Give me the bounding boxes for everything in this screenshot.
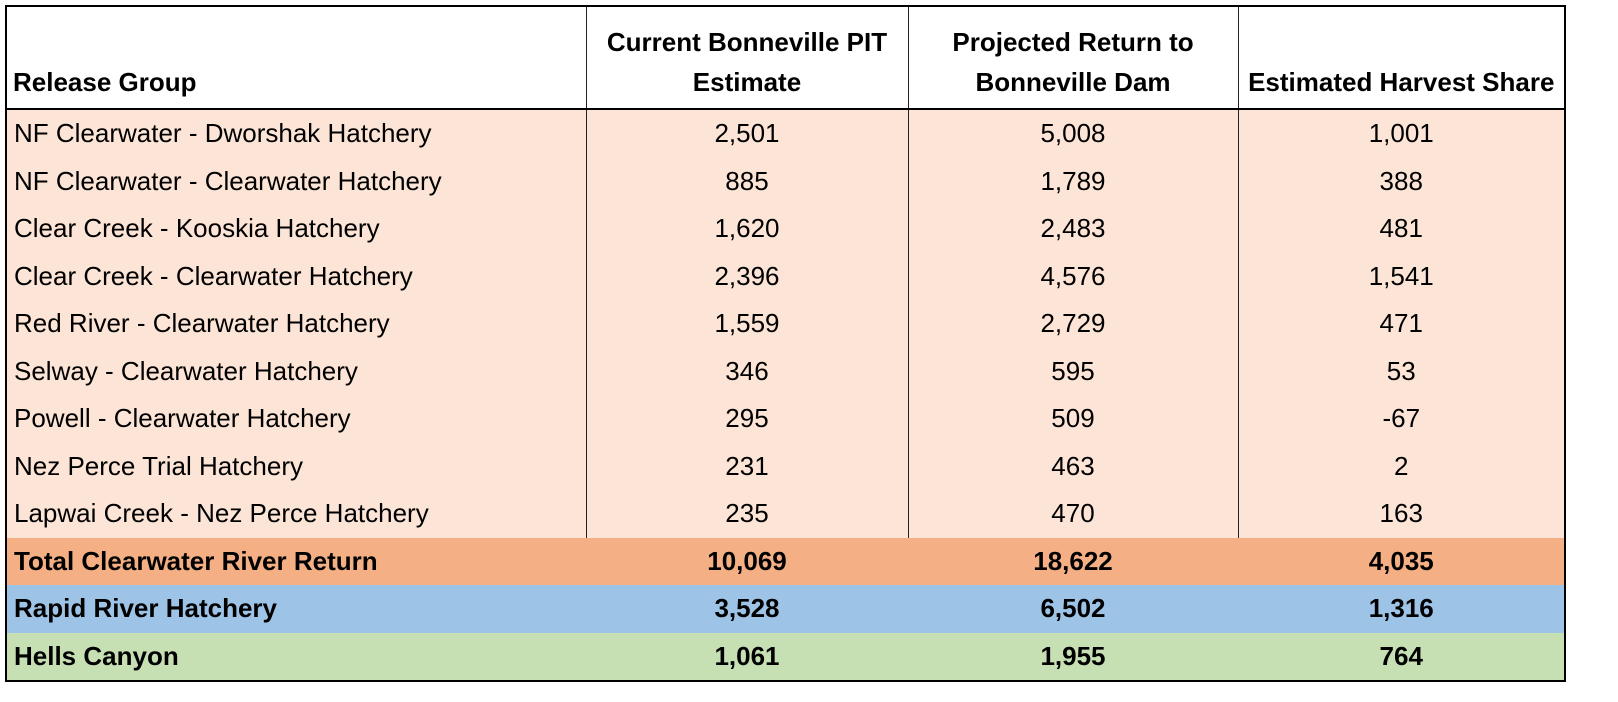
cell-harvest-share: 1,001 xyxy=(1237,109,1565,158)
cell-current-pit-estimate: 885 xyxy=(585,157,908,205)
hells-row: Hells Canyon 1,061 1,955 764 xyxy=(6,632,1565,681)
cell-projected-return: 2,729 xyxy=(907,300,1238,348)
cell-current-pit-estimate: 3,528 xyxy=(586,585,908,633)
cell-projected-return: 1,789 xyxy=(907,157,1238,205)
cell-projected-return: 18,622 xyxy=(908,537,1238,585)
table-row: NF Clearwater - Dworshak Hatchery 2,501 5,… xyxy=(6,109,1565,158)
cell-release-group: Nez Perce Trial Hatchery xyxy=(6,442,586,490)
cell-current-pit-estimate: 346 xyxy=(585,347,908,395)
cell-release-group: Lapwai Creek - Nez Perce Hatchery xyxy=(6,490,586,538)
total-row: Total Clearwater River Return 10,069 18,62… xyxy=(6,537,1565,585)
cell-harvest-share: 764 xyxy=(1238,632,1565,681)
cell-harvest-share: 471 xyxy=(1237,300,1565,348)
cell-harvest-share: -67 xyxy=(1237,395,1565,443)
cell-harvest-share: 4,035 xyxy=(1238,537,1565,585)
cell-projected-return: 2,483 xyxy=(907,205,1238,253)
cell-current-pit-estimate: 1,061 xyxy=(586,632,908,681)
table-row: Nez Perce Trial Hatchery 231 463 2 xyxy=(6,442,1565,490)
cell-current-pit-estimate: 295 xyxy=(585,395,908,443)
header-harvest-share: Estimated Harvest Share xyxy=(1237,6,1565,110)
cell-current-pit-estimate: 235 xyxy=(585,490,908,538)
cell-harvest-share: 1,541 xyxy=(1237,252,1565,300)
table-row: Powell - Clearwater Hatchery 295 509 -67 xyxy=(6,395,1565,443)
cell-current-pit-estimate: 10,069 xyxy=(586,537,908,585)
cell-projected-return: 509 xyxy=(907,395,1238,443)
cell-projected-return: 470 xyxy=(907,490,1238,538)
cell-release-group: Clear Creek - Kooskia Hatchery xyxy=(6,205,586,253)
cell-release-group: Red River - Clearwater Hatchery xyxy=(6,300,586,348)
header-projected-return: Projected Return to Bonneville Dam xyxy=(907,6,1238,110)
header-row: Release Group Current Bonneville PIT Est… xyxy=(6,6,1565,110)
cell-harvest-share: 481 xyxy=(1237,205,1565,253)
cell-current-pit-estimate: 2,396 xyxy=(585,252,908,300)
cell-current-pit-estimate: 1,559 xyxy=(585,300,908,348)
cell-projected-return: 5,008 xyxy=(907,109,1238,158)
rapid-row: Rapid River Hatchery 3,528 6,502 1,316 xyxy=(6,585,1565,633)
cell-release-group: Total Clearwater River Return xyxy=(6,537,586,585)
cell-harvest-share: 1,316 xyxy=(1238,585,1565,633)
cell-release-group: NF Clearwater - Clearwater Hatchery xyxy=(6,157,586,205)
table-row: Lapwai Creek - Nez Perce Hatchery 235 470 1… xyxy=(6,490,1565,538)
cell-release-group: Hells Canyon xyxy=(6,632,586,681)
release-group-table: Release Group Current Bonneville PIT Est… xyxy=(5,5,1566,682)
cell-release-group: Clear Creek - Clearwater Hatchery xyxy=(6,252,586,300)
cell-release-group: NF Clearwater - Dworshak Hatchery xyxy=(6,109,586,158)
table-row: NF Clearwater - Clearwater Hatchery 885 1,… xyxy=(6,157,1565,205)
cell-projected-return: 595 xyxy=(907,347,1238,395)
cell-release-group: Selway - Clearwater Hatchery xyxy=(6,347,586,395)
cell-release-group: Rapid River Hatchery xyxy=(6,585,586,633)
cell-release-group: Powell - Clearwater Hatchery xyxy=(6,395,586,443)
cell-projected-return: 463 xyxy=(907,442,1238,490)
cell-current-pit-estimate: 231 xyxy=(585,442,908,490)
cell-projected-return: 1,955 xyxy=(908,632,1238,681)
table-row: Clear Creek - Kooskia Hatchery 1,620 2,483… xyxy=(6,205,1565,253)
header-release-group: Release Group xyxy=(6,6,586,110)
cell-current-pit-estimate: 1,620 xyxy=(585,205,908,253)
cell-harvest-share: 2 xyxy=(1237,442,1565,490)
table-row: Selway - Clearwater Hatchery 346 595 53 xyxy=(6,347,1565,395)
cell-projected-return: 6,502 xyxy=(908,585,1238,633)
cell-harvest-share: 163 xyxy=(1237,490,1565,538)
table-row: Red River - Clearwater Hatchery 1,559 2,72… xyxy=(6,300,1565,348)
cell-harvest-share: 388 xyxy=(1237,157,1565,205)
header-current-pit-estimate: Current Bonneville PIT Estimate xyxy=(585,6,908,110)
table-row: Clear Creek - Clearwater Hatchery 2,396 4,… xyxy=(6,252,1565,300)
cell-harvest-share: 53 xyxy=(1237,347,1565,395)
cell-current-pit-estimate: 2,501 xyxy=(585,109,908,158)
cell-projected-return: 4,576 xyxy=(907,252,1238,300)
